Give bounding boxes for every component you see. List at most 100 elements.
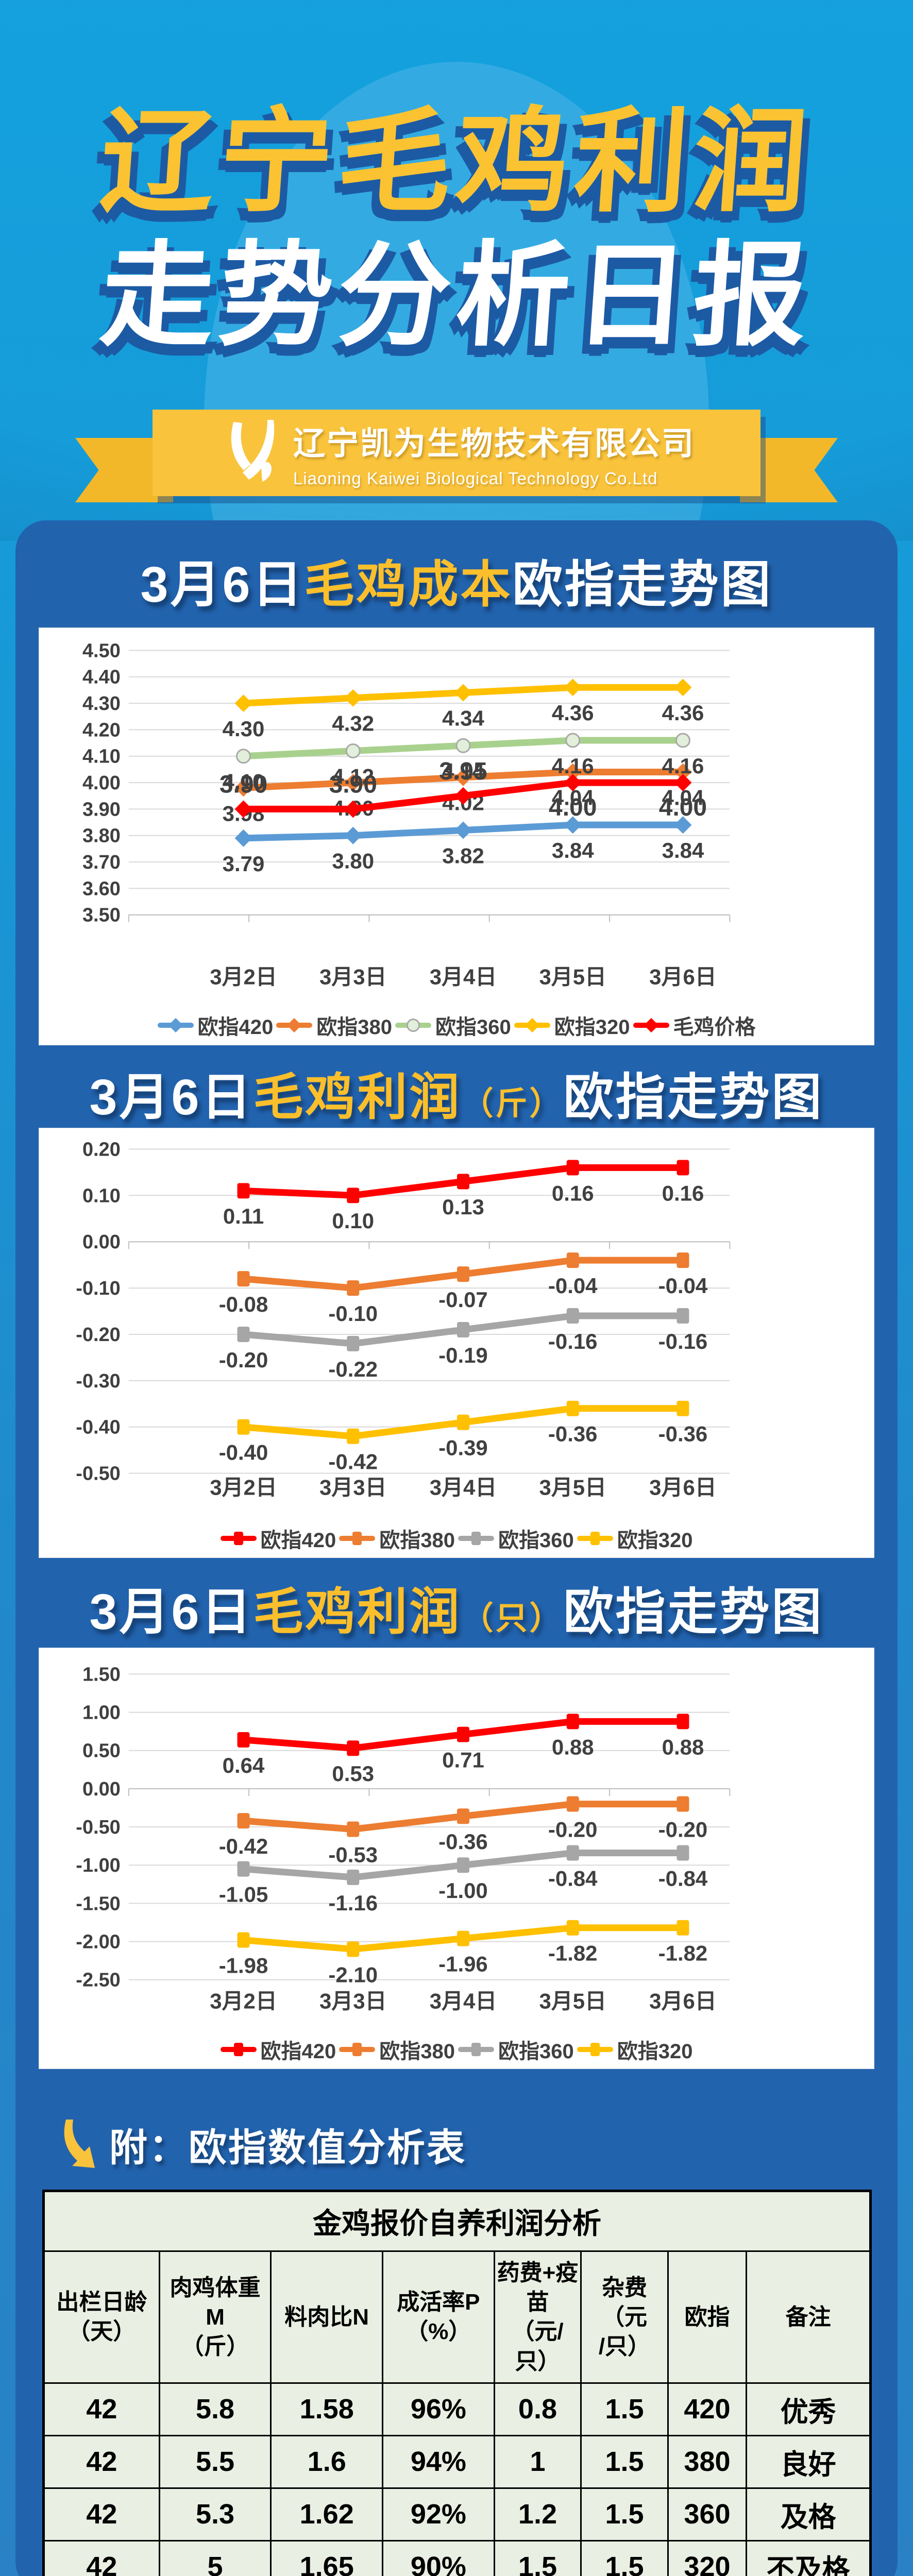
table-row: 42 5.8 1.58 96% 0.8 1.5 420 优秀 [43,2382,871,2436]
table-cell: 360 [667,2487,748,2541]
table-cell: 92% [382,2487,495,2541]
svg-text:0.00: 0.00 [82,1778,121,1800]
svg-text:-1.00: -1.00 [438,1878,488,1903]
legend-marker-icon [577,1531,613,1545]
chart1-title: 3月6日毛鸡成本欧指走势图 [15,554,898,615]
chart2-title-date: 3月6日 [89,1069,253,1125]
table-cell: 42 [43,2382,160,2436]
table-title-row: 金鸡报价自养利润分析 [43,2190,871,2252]
svg-text:0.88: 0.88 [552,1735,594,1759]
legend-item: 欧指320 [577,1523,693,1553]
table-cell: 42 [43,2487,160,2541]
chart3-plot: 1.50 1.00 0.50 0.00 -0.50 -1.00 -1.50 -2.00 -2.5… [76,1664,731,2013]
legend-label: 欧指360 [498,1529,574,1552]
analysis-section-title: 附：欧指数值分析表 [109,2126,466,2169]
svg-text:0.11: 0.11 [223,1204,264,1228]
table-header-cell: 欧指 [667,2250,748,2384]
svg-text:0.71: 0.71 [442,1748,484,1772]
svg-text:-2.10: -2.10 [328,1962,378,1987]
svg-text:-0.40: -0.40 [76,1417,120,1438]
chart2-profit-jin-line-chart: 0.20 0.10 0.00 -0.10 -0.20 -0.30 -0.40 -0.50 3月2… [39,1128,874,1558]
svg-text:4.14: 4.14 [442,759,484,783]
svg-text:-0.04: -0.04 [548,1274,598,1298]
page-title-line1: 辽宁毛鸡利润 [96,98,817,225]
table-cell: 1.2 [493,2487,582,2541]
svg-text:3.84: 3.84 [552,838,594,862]
svg-text:3.90: 3.90 [219,771,267,798]
svg-text:-0.50: -0.50 [76,1463,120,1485]
table-cell: 1.5 [580,2487,669,2541]
table-cell: 90% [382,2539,495,2576]
svg-text:4.16: 4.16 [552,754,594,778]
svg-text:-0.04: -0.04 [658,1274,708,1298]
table-cell: 良好 [746,2434,871,2489]
svg-text:-0.36: -0.36 [438,1829,488,1854]
table-cell: 1.6 [270,2434,384,2489]
svg-text:-0.40: -0.40 [219,1440,268,1465]
svg-text:-1.05: -1.05 [219,1883,268,1907]
table-cell: 420 [667,2382,748,2436]
svg-text:1.00: 1.00 [82,1702,121,1724]
legend-label: 欧指320 [617,1529,693,1552]
table-header-row: 出栏日龄 （天） 肉鸡体重M （斤） 料肉比N 成活率P （%） 药费+疫苗 （元/只）… [43,2250,871,2384]
legend-marker-icon [395,1018,431,1032]
svg-text:-0.20: -0.20 [548,1818,598,1842]
svg-text:-1.82: -1.82 [658,1941,708,1965]
table-cell: 5.5 [158,2434,272,2489]
svg-text:0.53: 0.53 [332,1761,374,1786]
chart1-plot: 4.50 4.40 4.30 4.20 4.10 4.00 3.90 3.80 3.70 3.60… [82,640,731,989]
legend-item: 欧指360 [458,1523,574,1553]
svg-text:-1.16: -1.16 [328,1891,378,1915]
legend-item: 欧指380 [339,2035,455,2064]
legend-label: 毛鸡价格 [673,1015,756,1039]
svg-text:-0.20: -0.20 [76,1324,120,1346]
table-cell: 5.8 [158,2382,272,2436]
poster-header: 辽宁毛鸡利润 走势分析日报 [0,95,913,363]
chart2-title-suffix: 欧指走势图 [563,1069,824,1125]
legend-label: 欧指420 [260,1529,336,1552]
company-banner: 辽宁凯为生物技术有限公司 Liaoning Kaiwei Biological … [153,410,760,496]
svg-text:3.95: 3.95 [439,758,487,785]
svg-text:4.40: 4.40 [82,667,121,688]
svg-text:3月6日: 3月6日 [649,1989,717,2013]
svg-text:4.20: 4.20 [82,719,121,741]
table-cell: 42 [43,2434,160,2489]
svg-text:3.70: 3.70 [82,852,121,873]
svg-text:-0.36: -0.36 [658,1422,708,1446]
svg-text:4.30: 4.30 [82,693,121,715]
table-cell: 及格 [746,2487,871,2541]
legend-item: 欧指380 [276,1010,392,1040]
company-name-block: 辽宁凯为生物技术有限公司 Liaoning Kaiwei Biological … [293,417,695,488]
svg-text:3.90: 3.90 [329,771,377,798]
analysis-section-header: 附：欧指数值分析表 [58,2119,898,2170]
svg-text:0.10: 0.10 [82,1185,121,1207]
legend-item: 欧指420 [220,1523,336,1553]
svg-text:-0.20: -0.20 [219,1348,268,1372]
table-cell: 1.5 [580,2539,669,2576]
table-row: 42 5.5 1.6 94% 1 1.5 380 良好 [43,2434,871,2489]
svg-text:0.16: 0.16 [552,1181,594,1205]
table-header-cell: 杂费（元 /只） [580,2250,669,2384]
svg-text:-0.20: -0.20 [658,1818,708,1842]
svg-text:-2.00: -2.00 [76,1931,120,1953]
profit-analysis-table: 金鸡报价自养利润分析 出栏日龄 （天） 肉鸡体重M （斤） 料肉比N 成活率P （%）药… [42,2190,872,2576]
legend-marker-icon [514,1018,550,1032]
svg-text:3.80: 3.80 [332,849,374,873]
svg-text:3.82: 3.82 [442,843,484,868]
yellow-arrow-icon [58,2119,96,2171]
svg-text:4.16: 4.16 [662,754,704,778]
chart1-title-highlight: 毛鸡成本 [304,556,513,613]
table-cell: 5.3 [158,2487,272,2541]
svg-text:3.60: 3.60 [82,878,121,900]
svg-text:0.88: 0.88 [662,1735,704,1759]
svg-text:3月6日: 3月6日 [649,1476,717,1500]
table-row: 42 5 1.65 90% 1.5 1.5 320 不及格 [43,2539,871,2576]
chart3-legend: 欧指420 欧指380 欧指360 欧指320 [39,2029,874,2070]
svg-text:4.34: 4.34 [442,706,484,730]
svg-text:-0.30: -0.30 [76,1370,120,1392]
legend-marker-icon [458,1531,494,1545]
legend-item: 毛鸡价格 [633,1010,756,1040]
svg-text:4.00: 4.00 [549,794,597,821]
svg-text:3.50: 3.50 [82,905,121,926]
svg-text:-0.42: -0.42 [328,1450,378,1474]
